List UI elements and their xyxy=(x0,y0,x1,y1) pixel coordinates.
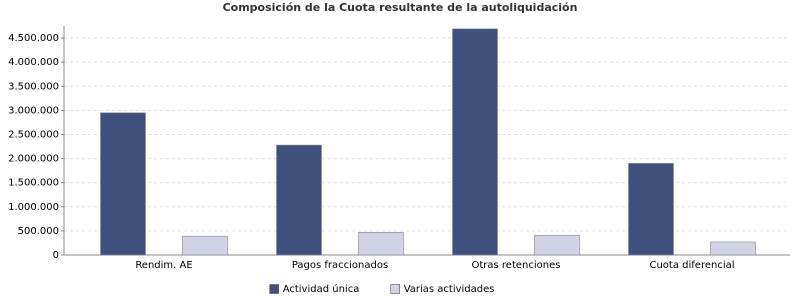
bar xyxy=(358,232,404,256)
y-tick-label: 4.500.000 xyxy=(8,33,59,44)
y-tick-label: 4.000.000 xyxy=(8,57,59,68)
bar xyxy=(276,144,322,256)
x-tick-label: Cuota diferencial xyxy=(649,260,734,271)
chart-title: Composición de la Cuota resultante de la… xyxy=(223,1,578,14)
legend-label: Varias actividades xyxy=(404,284,495,295)
bar xyxy=(628,163,674,256)
x-tick-label: Rendim. AE xyxy=(135,260,192,271)
y-tick-label: 0 xyxy=(53,250,59,261)
y-tick-label: 2.000.000 xyxy=(8,154,59,165)
x-tick-label: Otras retenciones xyxy=(472,260,561,271)
legend-swatch xyxy=(390,284,401,294)
bar xyxy=(182,235,228,256)
bar xyxy=(534,234,580,256)
bar xyxy=(100,112,146,256)
y-tick-label: 3.000.000 xyxy=(8,105,59,116)
x-tick-label: Pagos fraccionados xyxy=(292,260,388,271)
y-tick-label: 2.500.000 xyxy=(8,129,59,140)
bar xyxy=(710,241,756,256)
y-tick-label: 1.000.000 xyxy=(8,202,59,213)
y-tick-label: 1.500.000 xyxy=(8,178,59,189)
y-tick-label: 3.500.000 xyxy=(8,81,59,92)
legend-label: Actividad única xyxy=(283,283,360,295)
bar xyxy=(452,28,498,256)
legend-swatch xyxy=(269,284,280,294)
y-tick-label: 500.000 xyxy=(18,226,59,237)
